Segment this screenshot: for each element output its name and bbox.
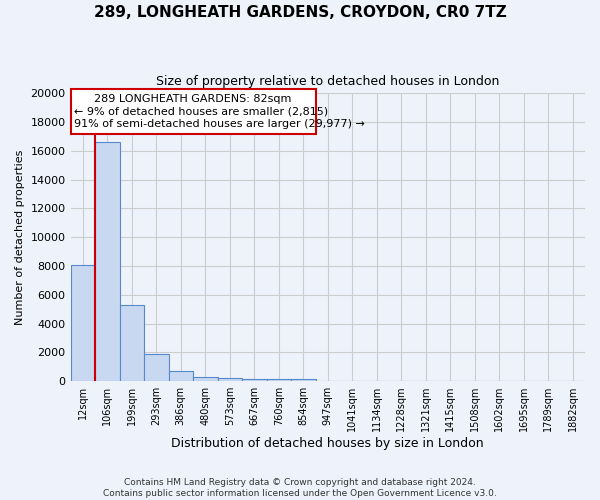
Bar: [71, 89, 316, 134]
Bar: [218, 378, 242, 381]
Title: Size of property relative to detached houses in London: Size of property relative to detached ho…: [156, 75, 499, 88]
Bar: [193, 377, 218, 381]
Text: 289 LONGHEATH GARDENS: 82sqm: 289 LONGHEATH GARDENS: 82sqm: [94, 94, 292, 104]
Bar: [242, 378, 266, 381]
Bar: [71, 264, 95, 381]
X-axis label: Distribution of detached houses by size in London: Distribution of detached houses by size …: [172, 437, 484, 450]
Text: ← 9% of detached houses are smaller (2,815): ← 9% of detached houses are smaller (2,8…: [74, 106, 328, 117]
Bar: [266, 378, 291, 381]
Text: 289, LONGHEATH GARDENS, CROYDON, CR0 7TZ: 289, LONGHEATH GARDENS, CROYDON, CR0 7TZ: [94, 5, 506, 20]
Bar: [291, 378, 316, 381]
Bar: [144, 354, 169, 381]
Text: 91% of semi-detached houses are larger (29,977) →: 91% of semi-detached houses are larger (…: [74, 119, 365, 129]
Bar: [169, 371, 193, 381]
Bar: [95, 142, 119, 381]
Text: Contains HM Land Registry data © Crown copyright and database right 2024.
Contai: Contains HM Land Registry data © Crown c…: [103, 478, 497, 498]
Bar: [119, 305, 144, 381]
Y-axis label: Number of detached properties: Number of detached properties: [15, 150, 25, 325]
